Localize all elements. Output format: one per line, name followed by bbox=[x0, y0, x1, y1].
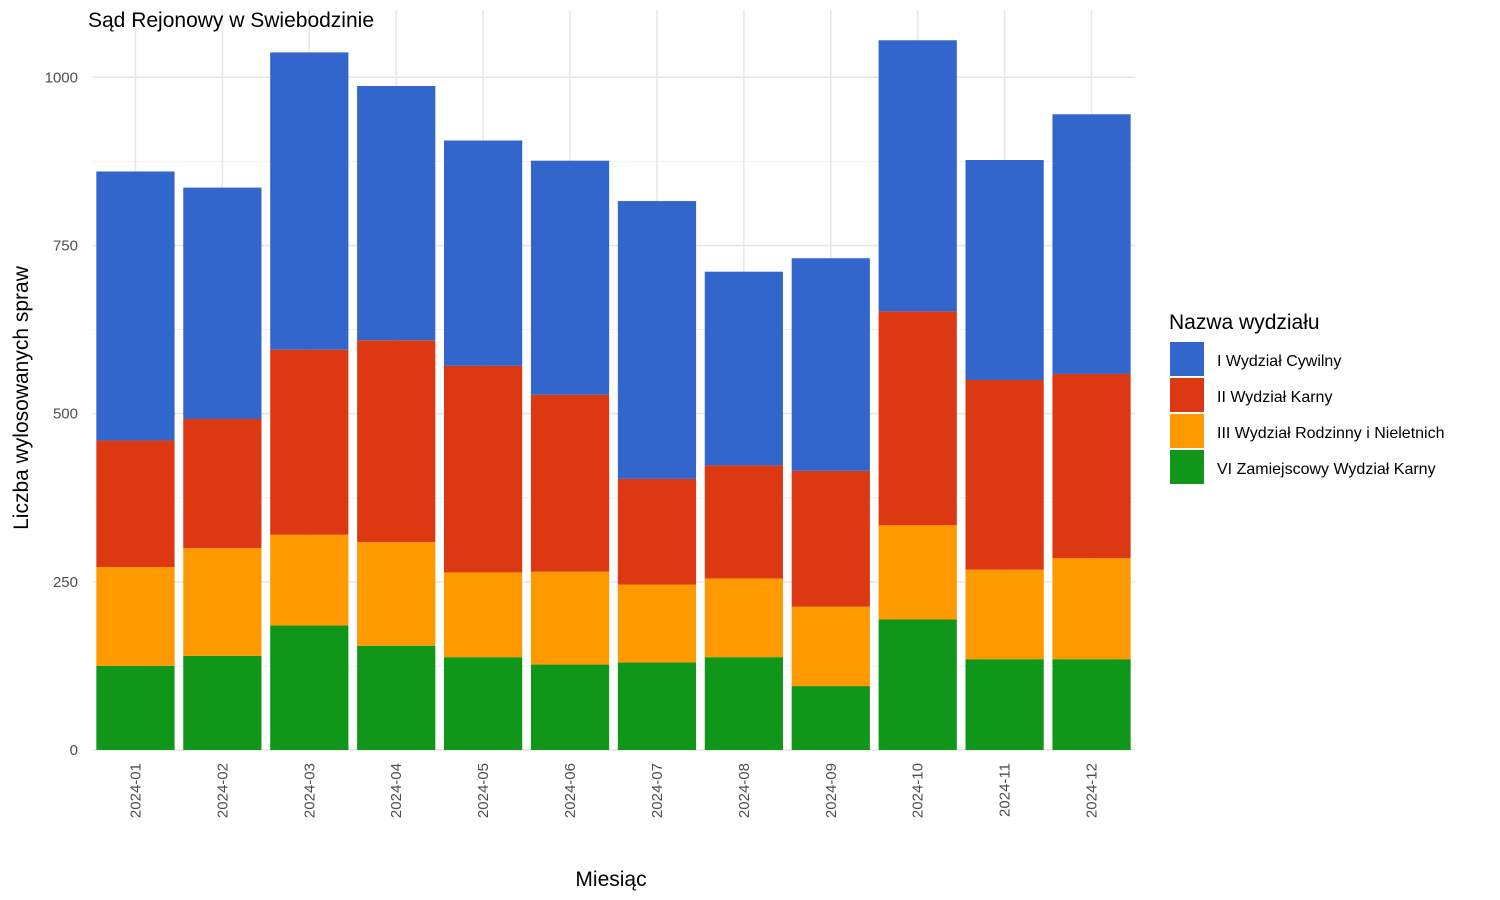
legend-item: II Wydział Karny bbox=[1170, 378, 1332, 412]
bar-segment bbox=[357, 542, 436, 646]
bar-stack-2024-07 bbox=[617, 201, 697, 750]
bar-segment bbox=[791, 470, 870, 607]
bar-segment bbox=[704, 465, 783, 579]
bar-stack-2024-12 bbox=[1052, 114, 1131, 750]
legend-swatch bbox=[1170, 342, 1204, 376]
x-tick-label: 2024-03 bbox=[301, 763, 318, 818]
bar-segment bbox=[965, 380, 1044, 570]
legend-item: III Wydział Rodzinny i Nieletnich bbox=[1170, 414, 1445, 448]
bar-segment bbox=[444, 140, 523, 366]
legend-label: III Wydział Rodzinny i Nieletnich bbox=[1217, 425, 1445, 442]
legend-item: VI Zamiejscowy Wydział Karny bbox=[1170, 450, 1436, 484]
bar-segment bbox=[878, 525, 957, 620]
bar-segment bbox=[444, 365, 523, 573]
bar-segment bbox=[965, 659, 1044, 750]
bar-segment bbox=[270, 534, 349, 626]
bar-segment bbox=[1052, 659, 1131, 750]
bar-segment bbox=[704, 657, 783, 750]
bar-segment bbox=[617, 584, 697, 663]
x-tick-label: 2024-07 bbox=[649, 763, 666, 818]
bar-segment bbox=[530, 160, 610, 395]
bar-segment bbox=[183, 655, 262, 750]
bar-segment bbox=[183, 419, 262, 549]
x-tick-label: 2024-02 bbox=[214, 763, 231, 818]
bar-segment bbox=[878, 311, 957, 526]
y-tick-label: 1000 bbox=[45, 69, 78, 86]
bar-segment bbox=[791, 686, 870, 750]
x-tick-label: 2024-09 bbox=[823, 763, 840, 818]
bar-stack-2024-06 bbox=[530, 160, 610, 750]
y-tick-label: 750 bbox=[53, 237, 78, 254]
bar-segment bbox=[357, 340, 436, 543]
y-tick-label: 500 bbox=[53, 406, 78, 423]
legend-swatch bbox=[1170, 414, 1204, 448]
bar-segment bbox=[791, 258, 870, 471]
bar-segment bbox=[878, 619, 957, 750]
bar-segment bbox=[96, 665, 175, 750]
x-tick-label: 2024-08 bbox=[736, 763, 753, 818]
bar-stack-2024-05 bbox=[444, 140, 523, 750]
x-tick-label: 2024-06 bbox=[562, 763, 579, 818]
bar-segment bbox=[357, 86, 436, 341]
bar-segment bbox=[1052, 558, 1131, 660]
x-tick-label: 2024-10 bbox=[910, 763, 927, 818]
bar-segment bbox=[270, 625, 349, 750]
legend-label: VI Zamiejscowy Wydział Karny bbox=[1217, 461, 1436, 478]
bar-stack-2024-03 bbox=[270, 52, 349, 750]
y-axis: 0 250 500 750 1000 bbox=[45, 69, 78, 759]
legend-swatch bbox=[1170, 450, 1204, 484]
bar-segment bbox=[704, 271, 783, 466]
bar-segment bbox=[965, 569, 1044, 660]
bar-segment bbox=[96, 171, 175, 441]
legend-item: I Wydział Cywilny bbox=[1170, 342, 1341, 376]
legend-swatch bbox=[1170, 378, 1204, 412]
y-axis-title: Liczba wylosowanych spraw bbox=[10, 265, 33, 530]
x-tick-label: 2024-01 bbox=[127, 763, 144, 818]
legend-title: Nazwa wydziału bbox=[1169, 311, 1320, 334]
legend-label: I Wydział Cywilny bbox=[1217, 353, 1341, 370]
bar-segment bbox=[357, 645, 436, 750]
x-axis-title: Miesiąc bbox=[575, 868, 646, 891]
x-tick-label: 2024-05 bbox=[475, 763, 492, 818]
bar-segment bbox=[96, 440, 175, 568]
x-axis: 2024-01 2024-02 2024-03 2024-04 2024-05 2024-… bbox=[127, 763, 1100, 818]
bar-segment bbox=[183, 187, 262, 420]
chart-title: Sąd Rejonowy w Swiebodzinie bbox=[88, 9, 374, 32]
bar-segment bbox=[617, 201, 697, 479]
bar-segment bbox=[444, 572, 523, 658]
bar-stack-2024-08 bbox=[704, 271, 783, 750]
bar-segment bbox=[965, 160, 1044, 380]
bar-segment bbox=[791, 606, 870, 687]
bar-segment bbox=[1052, 373, 1131, 559]
bar-segment bbox=[530, 664, 610, 750]
bar-segment bbox=[617, 662, 697, 750]
bar-segment bbox=[270, 349, 349, 535]
bar-stack-2024-01 bbox=[96, 171, 175, 750]
bar-stack-2024-10 bbox=[878, 40, 957, 750]
bar-segment bbox=[1052, 114, 1131, 374]
y-tick-label: 0 bbox=[70, 742, 78, 759]
bar-segment bbox=[444, 657, 523, 750]
legend: Nazwa wydziału I Wydział Cywilny II Wydzi… bbox=[1169, 311, 1445, 484]
bar-stack-2024-04 bbox=[357, 86, 436, 750]
bar-segment bbox=[270, 52, 349, 350]
bar-stack-2024-09 bbox=[791, 258, 870, 750]
x-tick-label: 2024-04 bbox=[388, 763, 405, 818]
bar-segment bbox=[183, 548, 262, 656]
y-tick-label: 250 bbox=[53, 574, 78, 591]
bar-segment bbox=[530, 394, 610, 572]
legend-label: II Wydział Karny bbox=[1217, 389, 1332, 406]
bar-segment bbox=[530, 571, 610, 665]
bar-stack-2024-11 bbox=[965, 160, 1044, 750]
x-tick-label: 2024-12 bbox=[1084, 763, 1101, 818]
bars bbox=[96, 40, 1131, 750]
bar-segment bbox=[96, 567, 175, 666]
bar-segment bbox=[878, 40, 957, 312]
bar-segment bbox=[617, 478, 697, 585]
bar-stack-2024-02 bbox=[183, 187, 262, 750]
bar-segment bbox=[704, 578, 783, 658]
x-tick-label: 2024-11 bbox=[997, 763, 1014, 817]
